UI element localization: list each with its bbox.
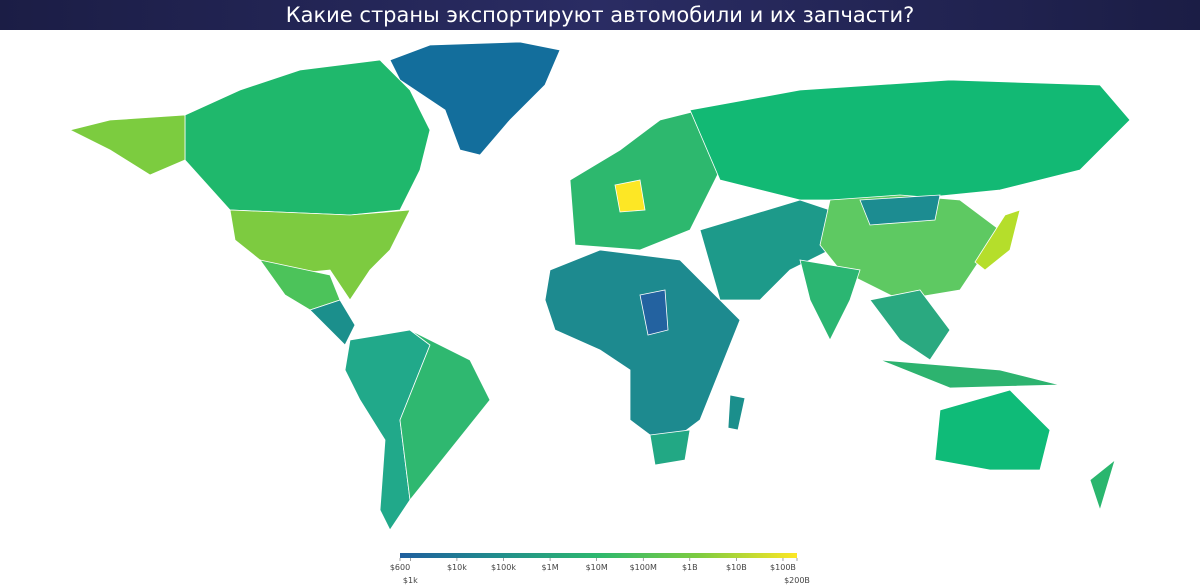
tick-label: $100B bbox=[770, 563, 796, 572]
tick-label: $200B bbox=[784, 576, 810, 585]
land-area bbox=[229, 209, 411, 301]
land-area bbox=[639, 289, 669, 336]
tick-label: $10B bbox=[726, 563, 747, 572]
land-area bbox=[389, 41, 561, 156]
tick-label: $600 bbox=[390, 563, 410, 572]
color-legend: $600 $1k $10k $100k $1M $10M $100M $1B $10B $100B… bbox=[390, 553, 810, 585]
tick-label: $100M bbox=[630, 563, 657, 572]
title-bar bbox=[0, 0, 1200, 30]
land-area bbox=[699, 199, 861, 301]
tick-label: $10M bbox=[586, 563, 608, 572]
land-area bbox=[689, 79, 1131, 201]
land-area bbox=[974, 209, 1021, 271]
tick-label: $1B bbox=[682, 563, 698, 572]
land-area bbox=[649, 429, 691, 466]
tick-label: $1k bbox=[403, 576, 418, 585]
tick-label: $1M bbox=[542, 563, 559, 572]
land-area bbox=[799, 259, 861, 341]
land-area bbox=[184, 59, 431, 216]
land-area bbox=[869, 289, 951, 361]
title: Какие страны экспортируют автомобили и и… bbox=[286, 3, 915, 27]
land-area bbox=[614, 179, 646, 213]
world-map bbox=[68, 41, 1131, 531]
land-area bbox=[544, 249, 741, 436]
land-area bbox=[569, 109, 721, 251]
tick-label: $100k bbox=[491, 563, 516, 572]
land-area bbox=[399, 329, 491, 501]
land-area bbox=[879, 359, 1061, 389]
land-area bbox=[68, 114, 186, 176]
land-area bbox=[934, 389, 1051, 471]
land-area bbox=[309, 299, 356, 346]
tick-label: $10k bbox=[447, 563, 467, 572]
color-bar bbox=[400, 553, 797, 558]
land-area bbox=[859, 194, 941, 226]
land-area bbox=[727, 394, 746, 431]
land-area bbox=[1089, 458, 1116, 512]
